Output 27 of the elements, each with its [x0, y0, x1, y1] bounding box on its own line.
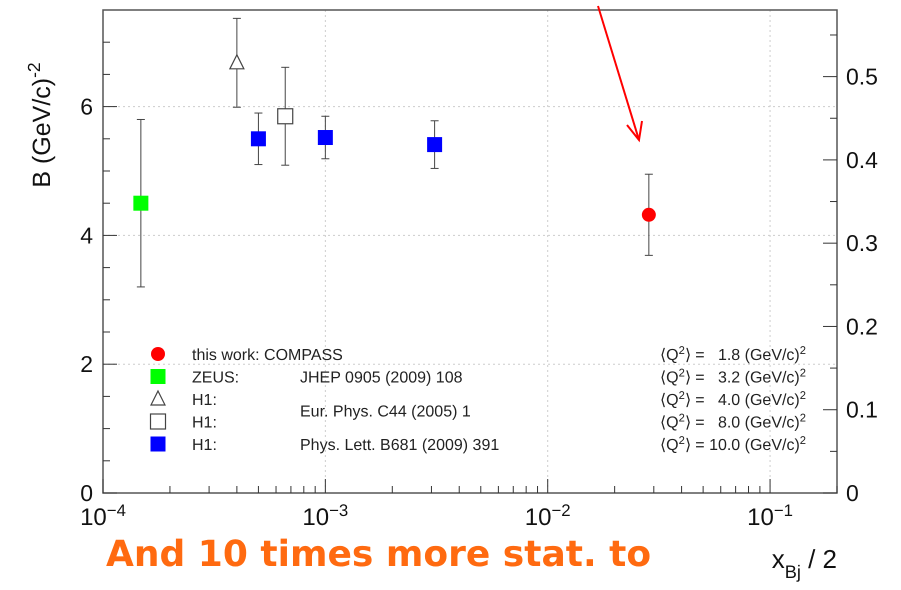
- y-tick-label: 4: [80, 222, 94, 248]
- legend-label: this work: COMPASS: [192, 347, 343, 364]
- x-axis-title: x$_{Bj}$ / 2: [772, 544, 837, 582]
- y2-tick-label: 0.2: [846, 313, 878, 340]
- annotation: ⟨Q$^{2}$⟩ = 4.0 (GeV/c)$^{2}$: [660, 390, 806, 409]
- annotation: Eur. Phys. C44 (2005) 1: [300, 403, 471, 420]
- annotation: ⟨Q$^{2}$⟩ = 3.2 (GeV/c)$^{2}$: [660, 368, 806, 386]
- x-tick-label: 10$^{−3}$: [302, 500, 348, 531]
- x-tick-label: 10$^{−2}$: [524, 500, 571, 531]
- y2-tick-label: 0.4: [846, 146, 878, 173]
- y2-tick-label: 0.1: [846, 396, 878, 423]
- y2-tick-label: 0.3: [846, 230, 878, 256]
- legend-label: H1:: [192, 392, 217, 409]
- y-tick-label: 2: [80, 351, 93, 378]
- annotation: Phys. Lett. B681 (2009) 391: [300, 437, 500, 454]
- annotation: ⟨Q$^{2}$⟩ = 8.0 (GeV/c)$^{2}$: [660, 412, 806, 432]
- y2-tick-label: 0: [846, 480, 859, 506]
- text: And 10 times more stat. to: [106, 534, 652, 575]
- legend-label: H1:: [192, 414, 217, 432]
- legend-label: ZEUS:: [192, 370, 240, 386]
- y2-tick-label: 0.5: [846, 64, 878, 90]
- y-tick-label: 6: [80, 94, 93, 120]
- annotation: JHEP 0905 (2009) 108: [300, 370, 463, 386]
- annotation: ⟨Q$^{2}$⟩ = 1.8 (GeV/c)$^{2}$: [660, 345, 806, 364]
- annotation: ⟨Q$^{2}$⟩ = 10.0 (GeV/c)$^{2}$: [660, 435, 806, 454]
- x-tick-label: 10$^{−1}$: [747, 500, 793, 531]
- legend-label: H1:: [192, 437, 217, 454]
